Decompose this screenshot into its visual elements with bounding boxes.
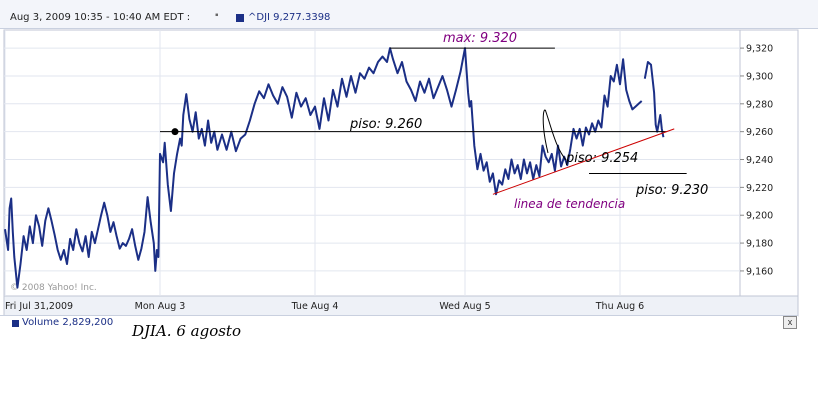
volume-swatch xyxy=(12,320,19,327)
y-tick-label: 9,160 xyxy=(746,266,773,277)
volume-panel xyxy=(0,315,798,328)
y-tick-label: 9,280 xyxy=(746,99,773,110)
legend-swatch xyxy=(236,14,244,22)
y-tick-label: 9,300 xyxy=(746,71,773,82)
y-tick-label: 9,200 xyxy=(746,211,773,222)
x-tick-label: Thu Aug 6 xyxy=(595,301,644,312)
x-tick-label: Mon Aug 3 xyxy=(135,301,186,312)
y-tick-label: 9,180 xyxy=(746,239,773,250)
volume-label: Volume 2,829,200 xyxy=(22,317,114,327)
support-label-9260: piso: 9.260 xyxy=(349,117,422,132)
support-label-9254: piso: 9.254 xyxy=(565,151,638,166)
watermark: © 2008 Yahoo! Inc. xyxy=(10,283,97,293)
y-tick-label: 9,320 xyxy=(746,44,773,55)
marker-dot xyxy=(171,128,179,136)
annotation-lasso xyxy=(542,109,567,161)
trend-line xyxy=(492,128,675,195)
trend-label: linea de tendencia xyxy=(514,197,625,211)
x-tick-label: Fri Jul 31,2009 xyxy=(5,301,73,312)
x-tick-label: Tue Aug 4 xyxy=(291,301,339,312)
y-axis-panel xyxy=(739,29,799,297)
y-tick-label: 9,240 xyxy=(746,155,773,166)
plot-area xyxy=(3,29,741,297)
header-separator: ▪ xyxy=(215,10,219,21)
chart-header-bar xyxy=(0,0,818,29)
legend-dji: ^DJI 9,277.3398 xyxy=(248,12,331,23)
y-tick-label: 9,260 xyxy=(746,127,773,138)
max-label: max: 9.320 xyxy=(443,31,517,46)
x-axis-panel xyxy=(3,295,799,317)
series-line-dji xyxy=(4,47,665,289)
x-tick-label: Wed Aug 5 xyxy=(439,301,490,312)
y-tick-label: 9,220 xyxy=(746,183,773,194)
support-label-9230: piso: 9.230 xyxy=(635,183,708,198)
caption: DJIA. 6 agosto xyxy=(132,322,241,340)
close-icon[interactable]: x xyxy=(783,316,797,329)
date-range-label: Aug 3, 2009 10:35 - 10:40 AM EDT : xyxy=(10,12,191,23)
